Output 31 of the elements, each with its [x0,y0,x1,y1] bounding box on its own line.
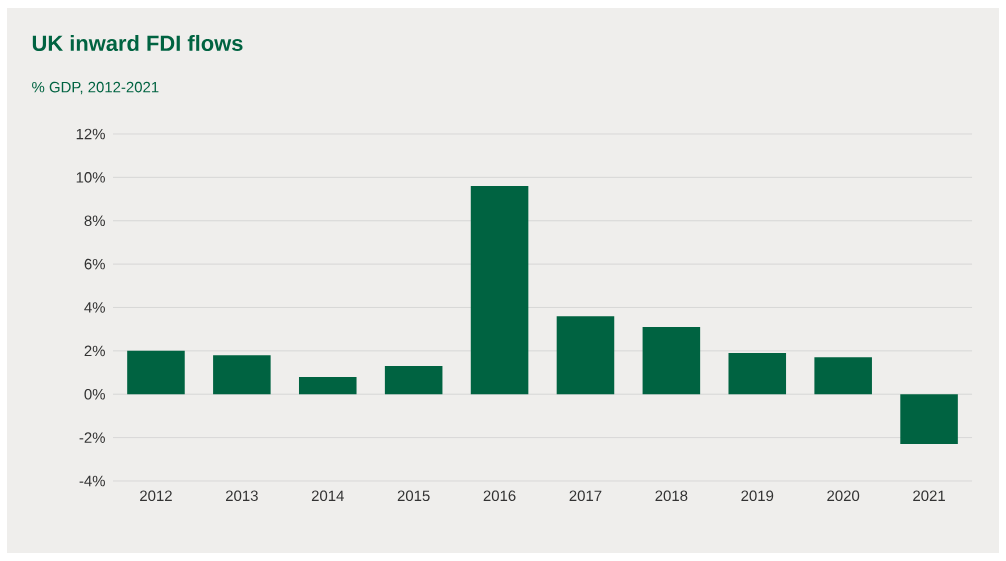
x-tick-label: 2020 [827,490,860,502]
x-tick-label: 2021 [913,490,945,502]
x-tick-label: 2013 [225,490,258,502]
x-tick-label: 2014 [311,490,344,502]
bar [642,327,701,395]
bar [728,353,787,395]
bar [470,186,529,395]
y-tick-label: 2% [84,345,105,357]
bar [814,357,872,395]
y-tick-label: 0% [84,388,105,400]
bar [556,316,615,395]
y-tick-label: 10% [76,172,105,183]
y-tick-label: -4% [79,475,105,487]
bar [127,350,185,395]
bar [298,376,357,395]
x-tick-label: 2017 [569,490,602,502]
x-tick-label: 2019 [741,490,774,502]
y-tick-label: 12% [76,128,105,140]
x-tick-label: 2018 [655,490,688,502]
y-tick-label: 6% [84,258,105,270]
chart-subtitle: % GDP, 2012-2021 [32,81,159,95]
y-tick-label: 8% [84,215,105,227]
x-tick-label: 2012 [140,490,172,502]
chart-title: UK inward FDI flows [32,34,243,52]
y-tick-label: -2% [79,432,105,443]
x-tick-label: 2015 [397,490,430,502]
x-tick-label: 2016 [483,490,516,502]
y-tick-label: 4% [84,302,105,313]
bar [900,394,958,445]
bar [213,355,271,395]
bar [384,366,443,395]
